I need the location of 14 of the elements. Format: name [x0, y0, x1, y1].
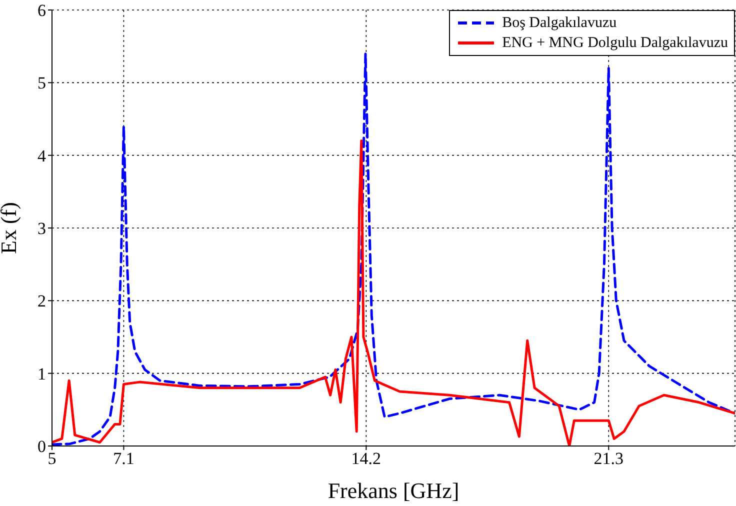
x-axis-title: Frekans [GHz] [328, 478, 460, 503]
y-tick-label: 6 [38, 1, 46, 20]
y-tick-label: 2 [38, 292, 46, 311]
x-tick-label: 21.3 [594, 449, 624, 468]
y-tick-label: 5 [38, 74, 46, 93]
x-tick-label: 14.2 [351, 449, 382, 468]
x-tick-label: 7.1 [113, 449, 134, 468]
y-tick-label: 0 [38, 437, 46, 456]
legend-label: ENG + MNG Dolgulu Dalgakılavuzu [502, 34, 728, 53]
y-tick-label: 4 [38, 146, 46, 166]
legend-label: Boş Dalgakılavuzu [502, 14, 617, 33]
y-tick-label: 1 [38, 364, 46, 384]
y-tick-label: 3 [38, 219, 46, 238]
y-axis-title: Ex (f) [0, 202, 21, 254]
